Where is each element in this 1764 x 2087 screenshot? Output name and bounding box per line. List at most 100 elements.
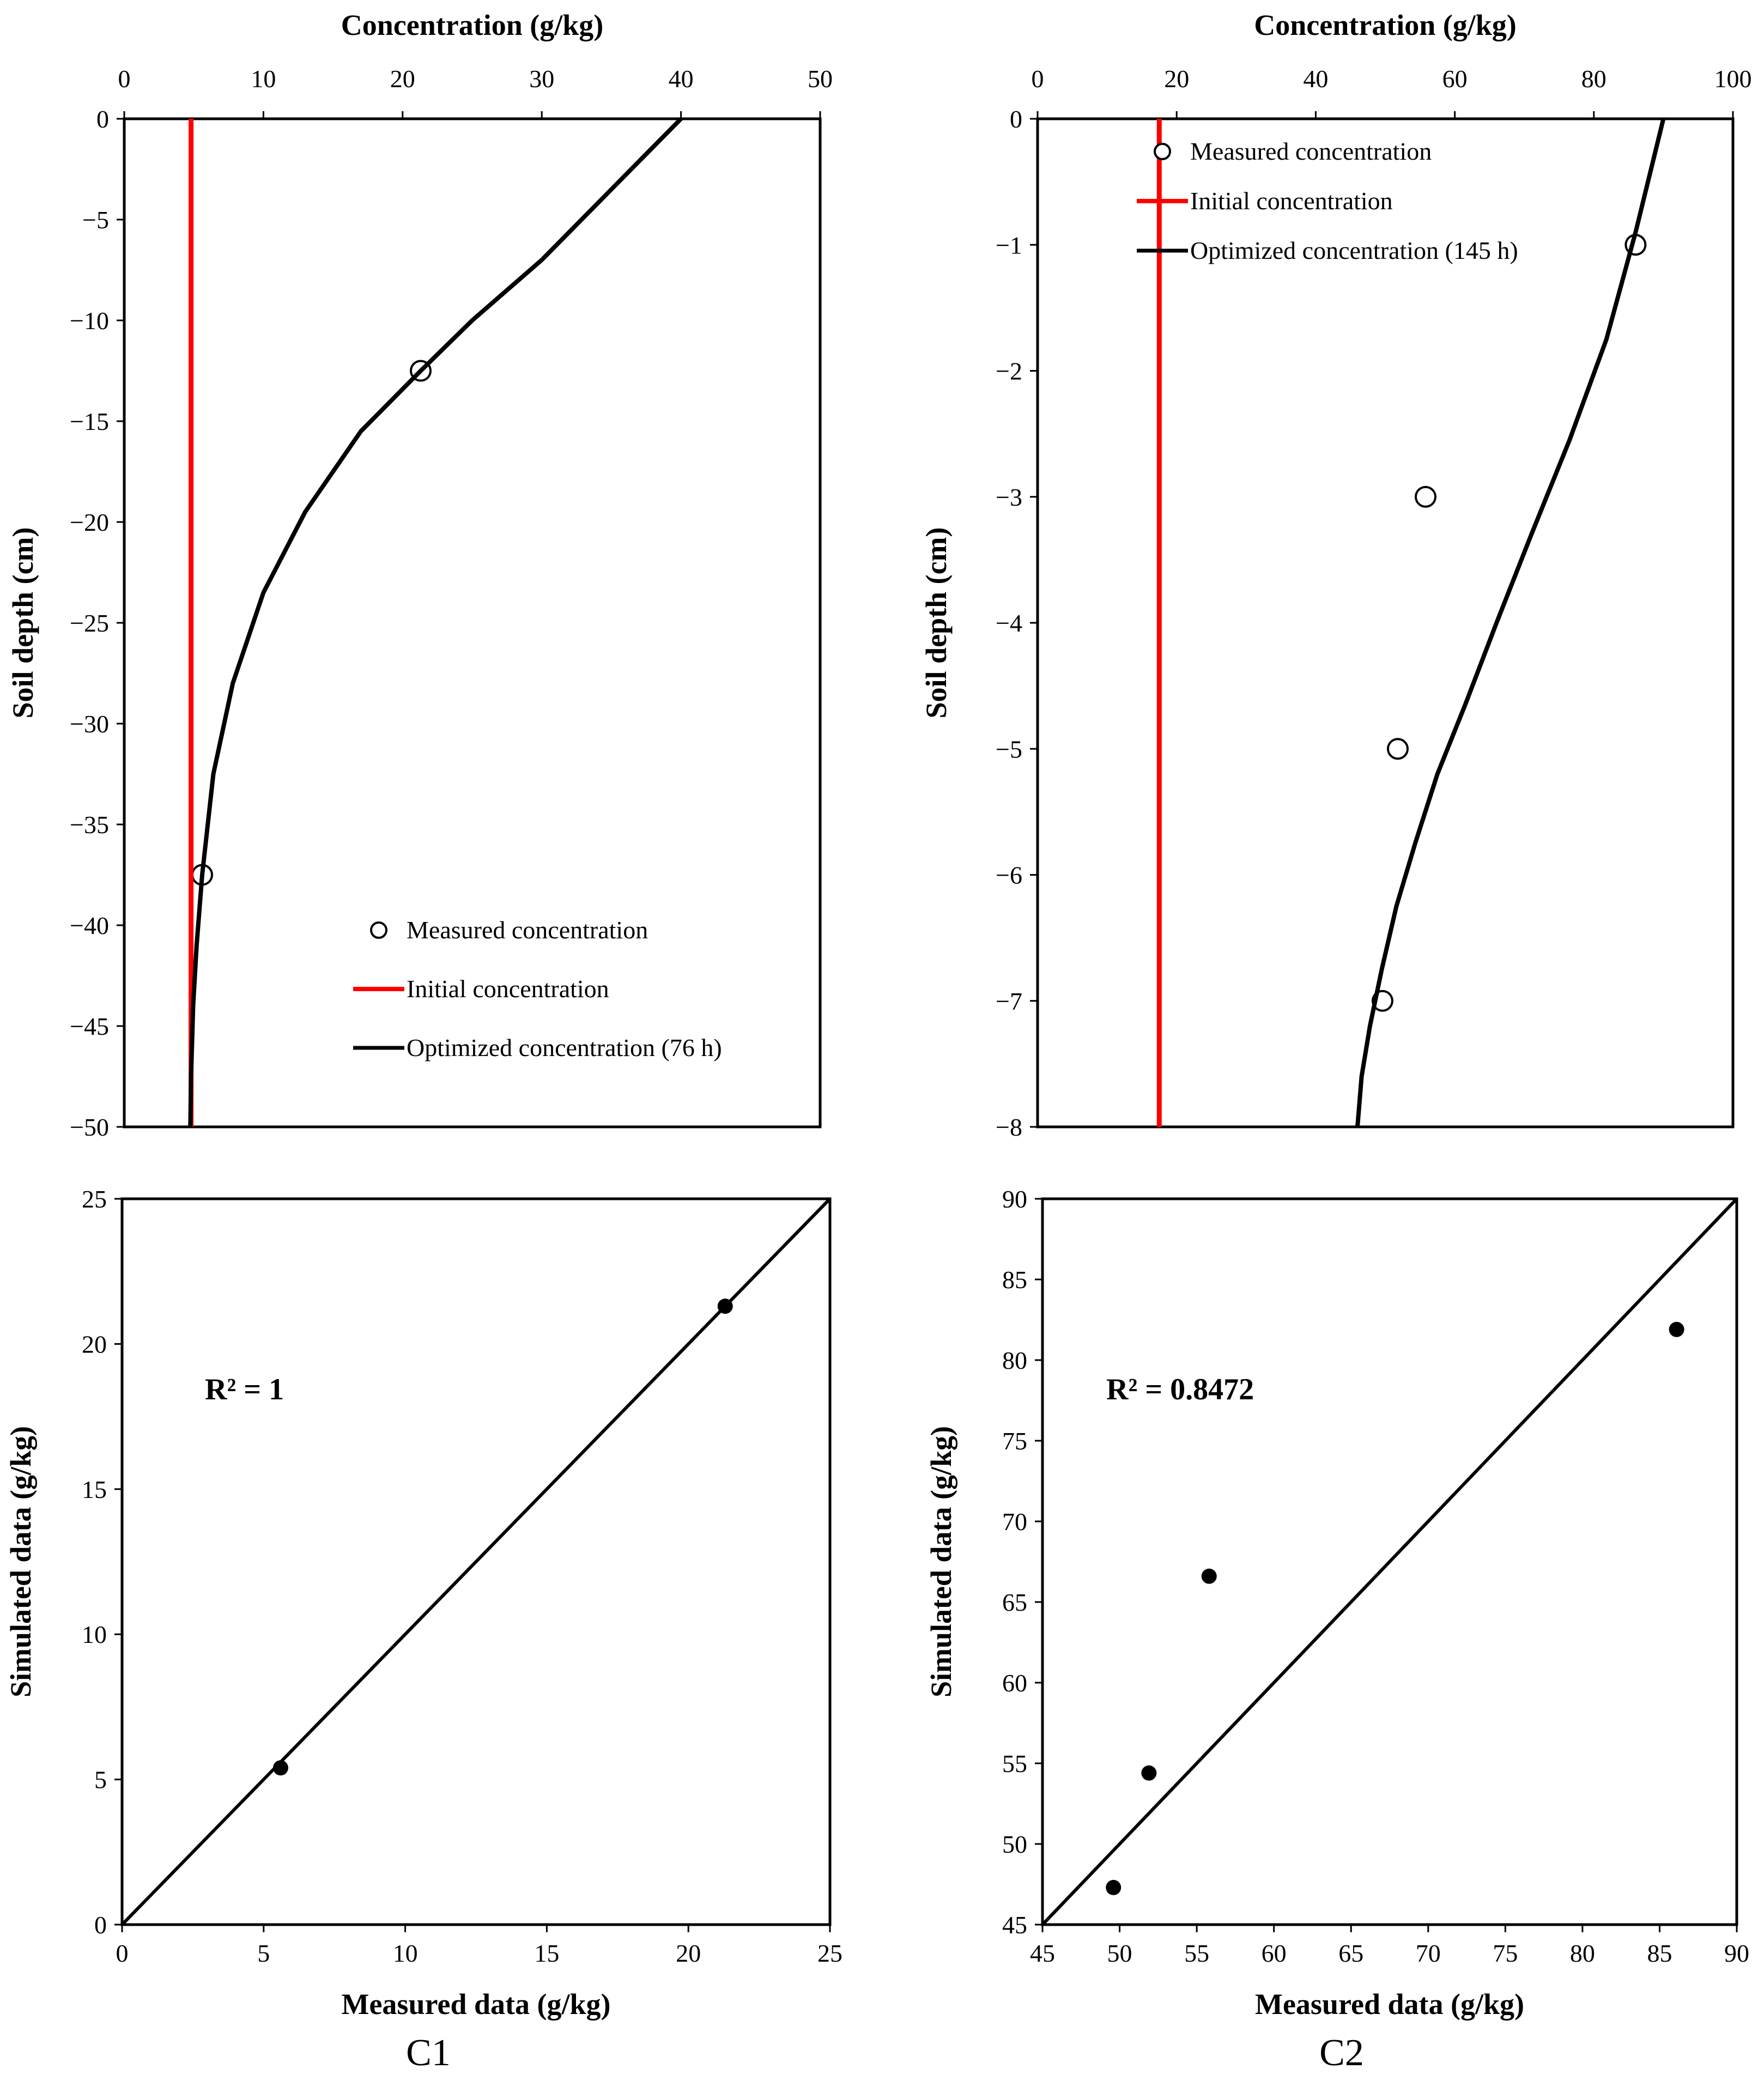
x-tick-label: 90	[1724, 1939, 1749, 1967]
legend-marker	[370, 921, 387, 939]
x-tick-label: 0	[116, 1939, 129, 1967]
y-tick-label: −45	[70, 1012, 109, 1040]
y-tick-label: 85	[1002, 1266, 1027, 1294]
y-tick-label: −50	[70, 1113, 109, 1141]
y-tick-label: 55	[1002, 1750, 1027, 1777]
plot-frame	[120, 1197, 832, 1926]
y-tick-label: −6	[996, 862, 1022, 889]
legend-marker	[1154, 143, 1171, 160]
x-tick-label: 25	[817, 1939, 842, 1967]
plot-frame	[1041, 1197, 1738, 1926]
y-tick-label: −35	[70, 811, 109, 839]
y-tick-label: 70	[1002, 1508, 1027, 1536]
y-tick-label: 0	[96, 105, 109, 133]
y-axis-title: Soil depth (cm)	[7, 527, 39, 719]
y-tick-label: 20	[82, 1330, 107, 1358]
x-tick-label: 60	[1262, 1939, 1287, 1967]
x-tick-label: 20	[676, 1939, 701, 1967]
y-tick-label: 0	[1010, 105, 1022, 133]
y-tick-label: 90	[1002, 1185, 1027, 1213]
y-tick-label: 0	[94, 1911, 107, 1939]
y-tick-label: −3	[996, 483, 1022, 511]
y-axis-title: Simulated data (g/kg)	[925, 1426, 957, 1697]
x-tick-label: 50	[1107, 1939, 1132, 1967]
x-axis-title: Measured data (g/kg)	[1255, 1988, 1524, 2021]
x-tick-label: 75	[1493, 1939, 1518, 1967]
r2-annotation: R² = 1	[205, 1373, 284, 1406]
legend-label: Measured concentration	[407, 916, 648, 944]
x-tick-label: 55	[1184, 1939, 1209, 1967]
y-tick-label: 45	[1002, 1911, 1027, 1939]
y-tick-label: −10	[70, 307, 109, 335]
y-tick-label: 10	[82, 1621, 107, 1648]
x-axis-title: Measured data (g/kg)	[342, 1988, 611, 2021]
x-axis-title: Concentration (g/kg)	[1254, 9, 1516, 41]
y-tick-label: 65	[1002, 1588, 1027, 1616]
y-tick-label: −2	[996, 357, 1022, 385]
x-tick-label: 50	[808, 65, 833, 93]
y-tick-label: −15	[70, 408, 109, 435]
y-tick-label: 25	[82, 1185, 107, 1213]
y-axis-title: Soil depth (cm)	[920, 527, 953, 719]
series-line	[1355, 118, 1666, 1127]
y-axis-title: Simulated data (g/kg)	[4, 1426, 37, 1697]
panel-label-c2: C2	[1319, 2032, 1364, 2074]
legend-label: Optimized concentration (145 h)	[1190, 236, 1518, 264]
y-tick-label: 75	[1002, 1427, 1027, 1455]
legend-label: Optimized concentration (76 h)	[407, 1034, 722, 1061]
x-tick-label: 70	[1416, 1939, 1441, 1967]
y-tick-label: −20	[70, 508, 109, 536]
x-tick-label: 45	[1030, 1939, 1055, 1967]
y-tick-label: −7	[996, 987, 1022, 1015]
series-line	[188, 117, 683, 1127]
y-tick-label: −25	[70, 609, 109, 637]
x-tick-label: 65	[1338, 1939, 1363, 1967]
x-tick-label: 0	[118, 65, 131, 93]
y-tick-label: 60	[1002, 1669, 1027, 1697]
data-point	[1141, 1765, 1157, 1781]
x-tick-label: 100	[1714, 65, 1752, 93]
y-tick-label: −1	[996, 231, 1022, 259]
x-tick-label: 85	[1647, 1939, 1672, 1967]
x-tick-label: 80	[1581, 65, 1607, 93]
y-tick-label: −4	[996, 609, 1022, 637]
panel-label-c1: C1	[406, 2032, 451, 2074]
x-tick-label: 20	[390, 65, 415, 93]
y-tick-label: −30	[70, 710, 109, 738]
x-tick-label: 15	[534, 1939, 559, 1967]
x-tick-label: 0	[1032, 65, 1044, 93]
x-tick-label: 20	[1164, 65, 1189, 93]
x-tick-label: 60	[1442, 65, 1468, 93]
r2-annotation: R² = 0.8472	[1106, 1373, 1254, 1406]
x-tick-label: 80	[1570, 1939, 1595, 1967]
data-point	[272, 1760, 288, 1776]
measured-point	[1415, 486, 1437, 508]
c2_profile-chart: 0 20 40 60 80 100 0 −1 −2 −3 −4 −5 −6 −7 −8 Concentrati…	[920, 9, 1752, 1141]
measured-point	[1386, 738, 1409, 760]
x-axis-title: Concentration (g/kg)	[341, 9, 603, 41]
y-tick-label: 80	[1002, 1346, 1027, 1374]
c1_profile-chart: 0 10 20 30 40 50 0 −5 −10 −15 −20 −25 −30 −35 −40 −45 −5…	[7, 9, 833, 1141]
plot-frame	[1036, 117, 1735, 1129]
y-tick-label: −40	[70, 912, 109, 939]
legend-label: Initial concentration	[407, 975, 609, 1003]
reference-line	[120, 1197, 832, 1926]
x-tick-label: 10	[251, 65, 276, 93]
c1_scatter-chart: 0 5 10 15 20 25 0 5 10 15 20 25 Measured data (g/kg)…	[4, 1185, 842, 2021]
x-tick-label: 30	[529, 65, 554, 93]
x-tick-label: 5	[257, 1939, 270, 1967]
data-point	[717, 1299, 733, 1314]
y-tick-label: −5	[82, 206, 109, 234]
y-tick-label: 50	[1002, 1830, 1027, 1858]
y-tick-label: −5	[996, 735, 1022, 763]
y-tick-label: −8	[996, 1113, 1022, 1141]
x-tick-label: 40	[669, 65, 694, 93]
data-point	[1201, 1568, 1217, 1584]
x-tick-label: 40	[1303, 65, 1328, 93]
reference-line	[1041, 1197, 1738, 1926]
legend-label: Initial concentration	[1190, 187, 1393, 215]
y-tick-label: 15	[82, 1476, 107, 1503]
x-tick-label: 10	[393, 1939, 418, 1967]
legend-label: Measured concentration	[1190, 137, 1432, 165]
